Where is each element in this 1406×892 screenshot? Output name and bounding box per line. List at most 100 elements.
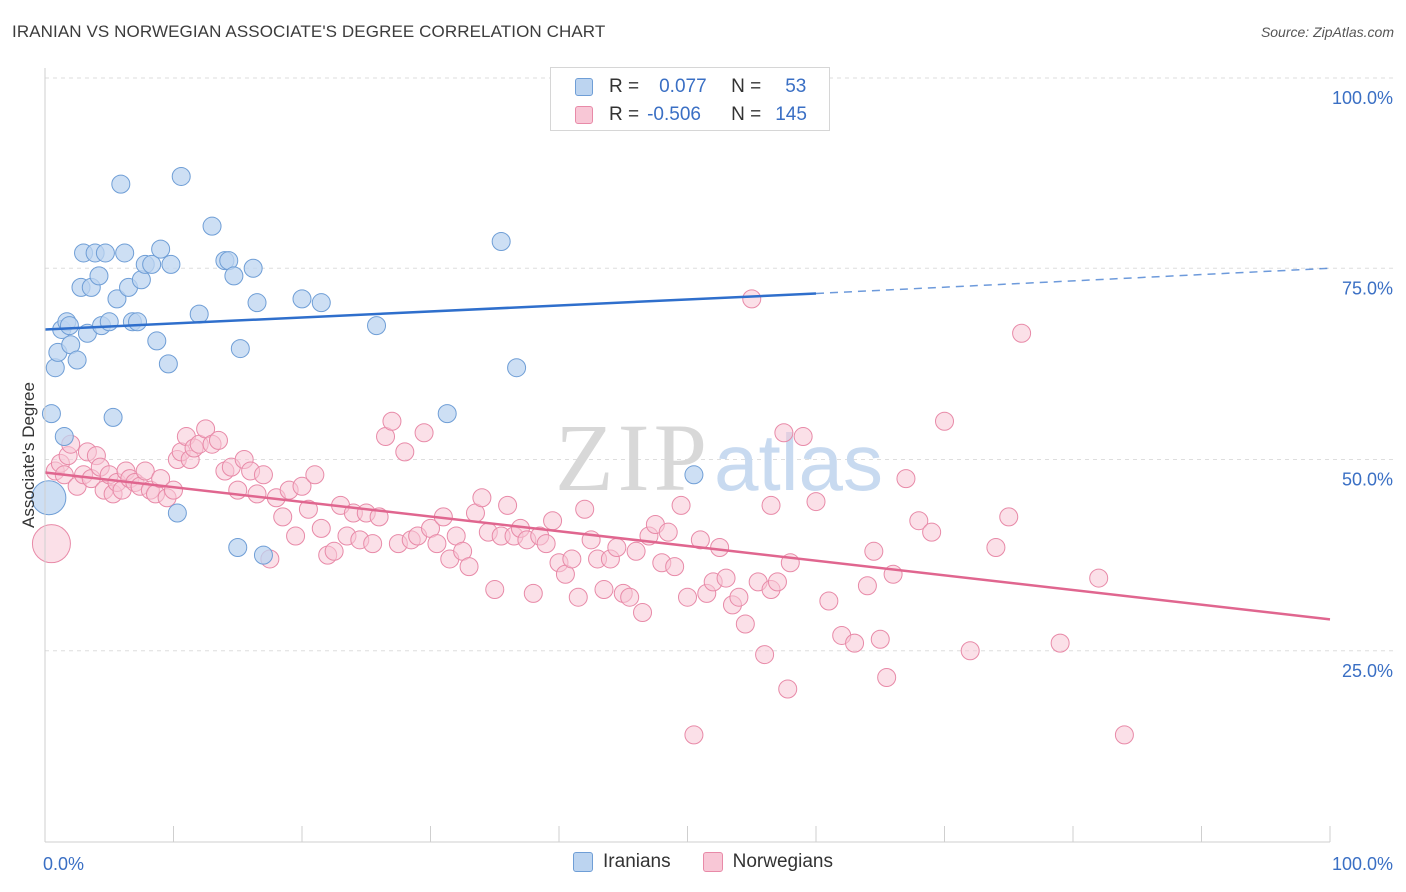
norwegians-point [324,541,344,561]
iranians-point [228,537,248,557]
norwegians-point [877,668,897,688]
norwegians-point [575,499,595,519]
norwegians-point [292,476,312,496]
norwegians-point [208,430,228,450]
norwegians-point [742,289,762,309]
norwegians-point [363,534,383,554]
legend-row-norwegians: R = -0.506 N = 145 [575,100,807,130]
iranians-point [243,258,263,278]
norwegians-point [1050,633,1070,653]
norwegians-point [568,587,588,607]
legend-r-label: R = [609,76,640,97]
x-tick-label: 0.0% [43,854,84,874]
iranians-point [54,427,74,447]
iranians-point [230,339,250,359]
norwegians-point [135,461,155,481]
iranians-point [158,354,178,374]
norwegians-point [472,488,492,508]
norwegians-point [633,603,653,622]
iranians-point [107,289,127,309]
norwegians-point [523,583,543,603]
norwegians-point [395,442,415,462]
norwegians-point [414,423,434,443]
axis-layer: 25.0% 50.0% 75.0% 100.0% 0.0% 100.0% [43,68,1393,874]
legend-swatch-iranians [575,78,593,96]
norwegians-point [298,499,318,519]
norwegians-point [1114,725,1134,745]
watermark: ZIP atlas [555,404,883,511]
norwegians-point [845,633,865,653]
legend-label-norwegians: Norwegians [732,851,833,872]
norwegians-point [716,568,736,588]
norwegians-point [151,469,171,489]
iranians-point [59,316,79,336]
norwegians-point [864,541,884,561]
norwegians-point [922,522,942,542]
norwegians-point [594,580,614,600]
y-tick-label: 100.0% [1332,88,1393,108]
iranians-point [253,545,273,565]
norwegians-point [793,427,813,447]
legend-swatch-iranians [573,852,594,872]
iranians-point [161,254,181,274]
norwegians-point [999,507,1019,527]
iranians-trendline-extension [815,267,1331,295]
norwegians-point [485,580,505,600]
grid-layer [45,77,1395,652]
norwegians-point [31,524,71,564]
iranians-point [89,266,109,286]
legend-swatch-norwegians [575,106,593,124]
legend-item-norwegians[interactable]: Norwegians [702,851,833,873]
y-tick-label: 25.0% [1342,661,1393,681]
norwegians-point [665,557,685,577]
norwegians-point [607,537,627,557]
iranians-point [507,358,527,378]
stats-legend: R = 0.077 N = 53 R = -0.506 N = 145 [550,67,830,131]
iranians-point [142,254,162,274]
y-tick-label: 75.0% [1342,278,1393,298]
iranians-point [167,503,187,523]
norwegians-point [247,484,267,504]
norwegians-point [626,541,646,561]
norwegians-point [658,522,678,542]
norwegians-point [427,534,447,554]
legend-label-iranians: Iranians [603,851,671,872]
iranians-point [111,174,131,194]
iranians-point [491,231,511,251]
norwegians-point [909,511,929,531]
iranians-point [171,166,191,186]
legend-item-iranians[interactable]: Iranians [573,851,671,873]
norwegians-point [755,645,775,665]
y-axis-title: Associate's Degree [19,382,38,528]
norwegians-point [671,495,691,515]
legend-swatch-norwegians [702,852,723,872]
y-tick-label: 50.0% [1342,470,1393,490]
legend-r-value: -0.506 [647,104,701,125]
norwegians-point [690,530,710,550]
norwegians-point [498,495,518,515]
norwegians-point [305,465,325,485]
norwegians-point [806,492,826,512]
legend-n-value: 53 [785,76,807,97]
norwegians-point [986,537,1006,557]
norwegians-point [778,679,798,699]
series-legend: Iranians Norwegians [0,851,1406,873]
legend-n-value: 145 [775,104,807,125]
norwegians-point [729,587,749,607]
iranians-trendline [44,292,817,331]
norwegians-point [543,511,563,531]
iranians-point [128,312,148,332]
norwegians-point [870,629,890,649]
iranians-point [95,243,115,263]
iranians-point [41,404,61,424]
norwegians-point [273,507,293,527]
norwegians-point [562,549,582,569]
iranians-point [115,243,135,263]
norwegians-point [767,572,787,592]
norwegians-point [774,423,794,443]
iranians-point [437,404,457,424]
norwegians-point [382,411,402,431]
iranians-point [311,293,331,313]
legend-row-iranians: R = 0.077 N = 53 [575,72,806,102]
norwegians-point [286,526,306,546]
